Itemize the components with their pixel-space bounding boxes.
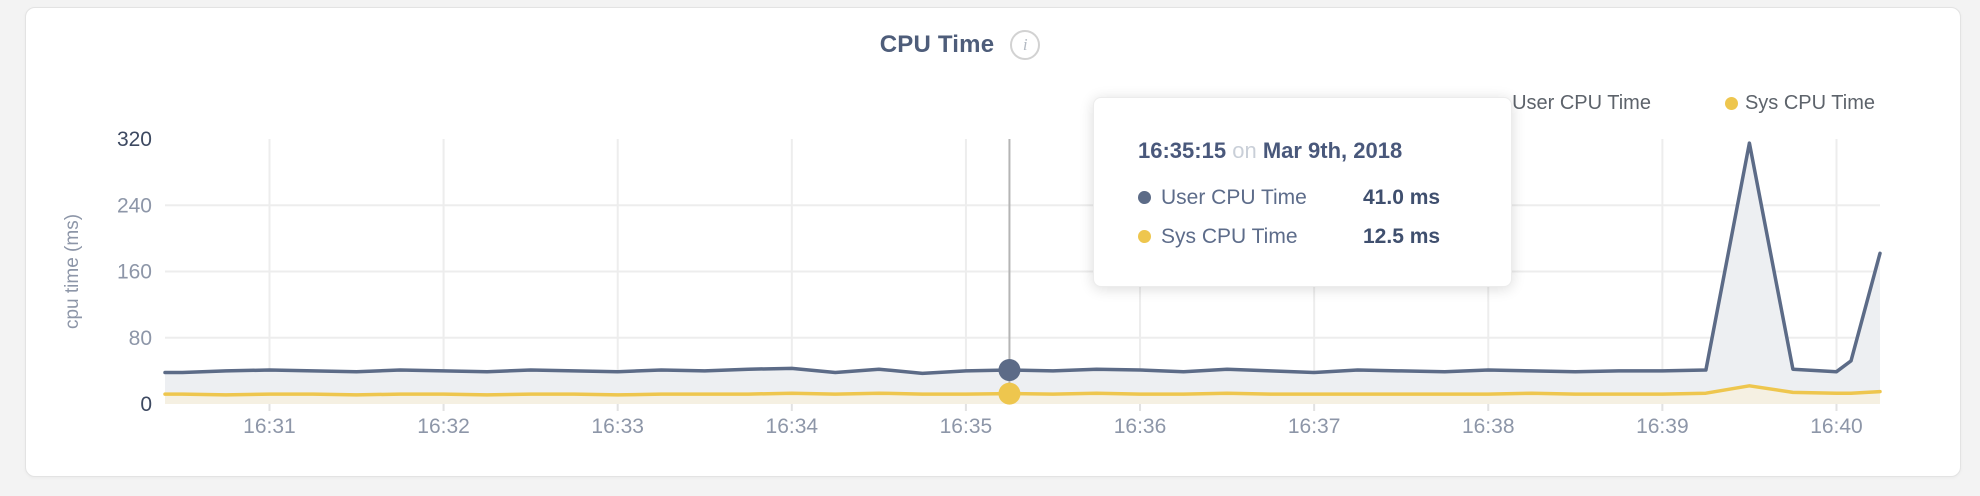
x-tick-label: 16:31	[243, 415, 296, 438]
legend-label-sys: Sys CPU Time	[1744, 92, 1875, 114]
chart-tooltip: 16:35:15 on Mar 9th, 2018 User CPU Time …	[1093, 97, 1512, 287]
tooltip-label-user: User CPU Time	[1161, 185, 1307, 209]
y-tick-label: 320	[117, 128, 152, 151]
chart-title: CPU Time	[879, 31, 995, 58]
sys-hover-marker	[998, 382, 1021, 405]
x-tick-label: 16:33	[591, 415, 644, 438]
tooltip-date: Mar 9th, 2018	[1262, 138, 1403, 163]
legend-item-sys-cpu-time[interactable]: Sys CPU Time	[1724, 92, 1875, 115]
tooltip-row-sys: Sys CPU Time 12.5 ms	[1138, 217, 1511, 256]
tooltip-connector: on	[1232, 138, 1257, 163]
x-tick-label: 16:38	[1462, 415, 1515, 438]
x-tick-label: 16:39	[1636, 415, 1689, 438]
sys-series-dot-icon	[1724, 97, 1738, 110]
user-series-dot-icon	[1138, 191, 1151, 204]
x-tick-label: 16:35	[940, 415, 993, 438]
legend-item-user-cpu-time[interactable]: User CPU Time	[1492, 92, 1651, 115]
info-icon[interactable]: i	[1010, 30, 1041, 60]
x-tick-label: 16:40	[1810, 415, 1863, 438]
user-series-line	[163, 141, 1882, 376]
sys-series-dot-icon	[1138, 230, 1151, 243]
sys-series-line	[163, 384, 1882, 397]
user-series-area	[165, 143, 1880, 404]
legend: User CPU Time Sys CPU Time	[1492, 92, 1875, 115]
x-tick-label: 16:34	[766, 415, 819, 438]
tooltip-value-sys: 12.5 ms	[1363, 224, 1441, 248]
x-tick-label: 16:36	[1114, 415, 1167, 438]
tooltip-value-user: 41.0 ms	[1363, 185, 1441, 209]
x-tick-label: 16:37	[1288, 415, 1341, 438]
y-tick-label: 160	[117, 261, 152, 284]
tooltip-timestamp: 16:35:15 on Mar 9th, 2018	[1138, 138, 1511, 164]
y-tick-label: 80	[129, 327, 152, 350]
tooltip-row-user: User CPU Time 41.0 ms	[1138, 178, 1511, 217]
tooltip-label-sys: Sys CPU Time	[1161, 224, 1298, 248]
tooltip-time: 16:35:15	[1138, 138, 1227, 163]
user-hover-marker	[998, 359, 1021, 382]
legend-label-user: User CPU Time	[1512, 92, 1651, 114]
y-tick-label: 240	[117, 194, 152, 217]
y-tick-label: 0	[140, 393, 152, 416]
y-axis-title: cpu time (ms)	[62, 214, 83, 329]
chart-header: CPU Time i	[0, 30, 1920, 60]
x-tick-label: 16:32	[417, 415, 470, 438]
